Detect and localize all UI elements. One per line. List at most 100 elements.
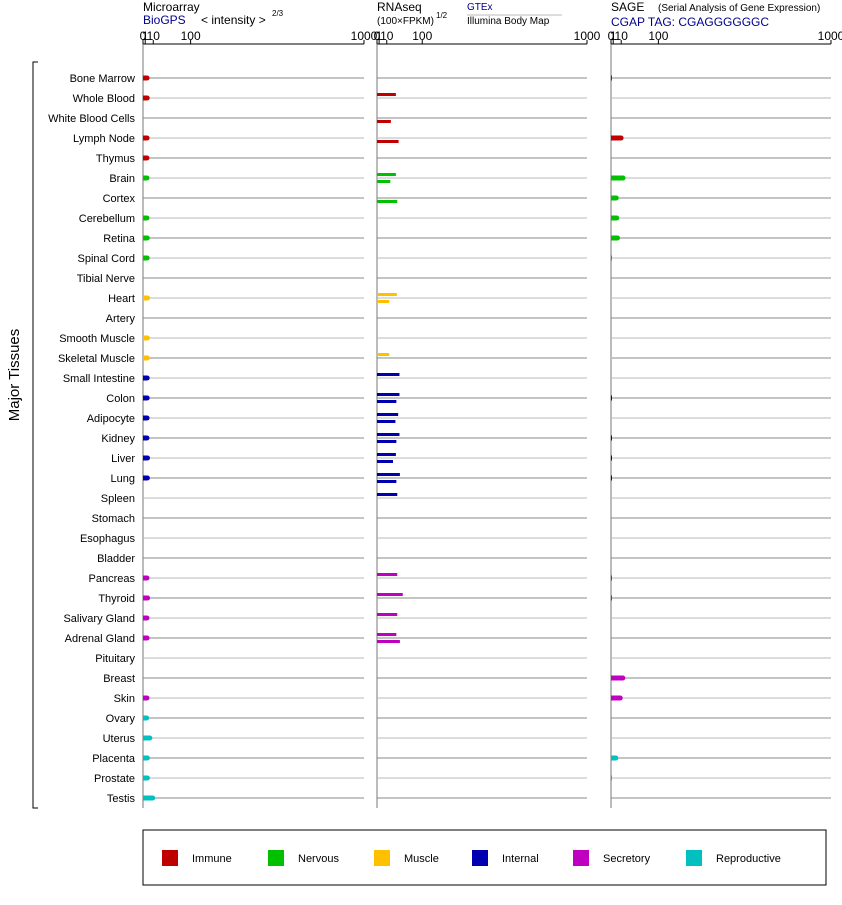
illumina-bar	[377, 460, 393, 463]
microarray-bar-cap	[144, 155, 150, 161]
sage-bar	[611, 215, 617, 221]
microarray-bar-cap	[144, 415, 150, 421]
gtex-bar	[377, 393, 400, 396]
sage-bar	[611, 695, 621, 701]
tissue-label: Cerebellum	[79, 213, 135, 225]
legend-swatch-reproductive	[686, 850, 702, 866]
tissue-label: Spinal Cord	[78, 253, 135, 265]
rnaseq-scale-label: (100×FPKM)	[377, 16, 434, 27]
tick-label: 100	[648, 29, 668, 43]
sage-bar	[611, 595, 612, 601]
sage-bar	[611, 355, 612, 361]
legend-swatch-muscle	[374, 850, 390, 866]
tissue-label: Cortex	[103, 193, 136, 205]
gtex-link: GTEx	[467, 2, 493, 13]
tissue-label: Skeletal Muscle	[58, 353, 135, 365]
tissue-label: Prostate	[94, 773, 135, 785]
microarray-bar-cap	[144, 215, 150, 221]
tissue-label: Salivary Gland	[63, 613, 135, 625]
tissue-label: Adrenal Gland	[65, 633, 135, 645]
sage-bar-cap	[614, 215, 620, 221]
illumina-body-map-label: Illumina Body Map	[467, 16, 550, 27]
tissue-label: Heart	[108, 293, 135, 305]
microarray-bar-cap	[144, 135, 150, 141]
legend-label-nervous: Nervous	[298, 853, 339, 865]
microarray-bar-cap	[144, 715, 150, 721]
tick-label: 1	[142, 29, 149, 43]
gtex-bar	[377, 473, 400, 476]
gtex-bar	[377, 573, 398, 576]
sage-bar	[611, 75, 612, 81]
tick-label: 1000	[351, 29, 378, 43]
rnaseq-scale-exponent: 1/2	[436, 11, 448, 20]
tissue-label: Stomach	[92, 513, 135, 525]
biogps-link: BioGPS	[143, 13, 186, 27]
microarray-bar-cap	[145, 595, 151, 601]
sage-bar	[611, 455, 612, 461]
sage-bar	[611, 675, 623, 681]
microarray-bar-cap	[144, 75, 150, 81]
tissue-label: Thyroid	[98, 593, 135, 605]
sage-bar-cap	[620, 675, 626, 681]
illumina-bar	[377, 480, 397, 483]
sage-title: SAGE	[611, 0, 644, 14]
microarray-bar-cap	[144, 575, 150, 581]
gtex-bar	[377, 593, 403, 596]
microarray-scale-exponent: 2/3	[272, 9, 284, 18]
sage-bar	[611, 175, 624, 181]
illumina-bar	[377, 300, 390, 303]
tissue-label: Pituitary	[95, 653, 135, 665]
microarray-bar-cap	[144, 295, 150, 301]
microarray-bar	[143, 795, 153, 801]
microarray-bar-cap	[144, 755, 150, 761]
gtex-bar	[377, 293, 397, 296]
tissue-label: Tibial Nerve	[77, 273, 135, 285]
tissue-label: Retina	[103, 233, 136, 245]
sage-bar	[611, 135, 622, 141]
gtex-bar	[377, 173, 396, 176]
sage-bar-cap	[615, 235, 621, 241]
legend-swatch-immune	[162, 850, 178, 866]
legend-swatch-nervous	[268, 850, 284, 866]
tick-label: 0	[374, 29, 381, 43]
tick-label: 0	[608, 29, 615, 43]
tissue-label: Pancreas	[89, 573, 136, 585]
group-label-major-tissues: Major Tissues	[6, 329, 23, 422]
microarray-bar-cap	[144, 775, 150, 781]
microarray-bar	[143, 735, 150, 741]
tissue-label: White Blood Cells	[48, 113, 135, 125]
legend-swatch-secretory	[573, 850, 589, 866]
gtex-bar	[377, 433, 400, 436]
sage-bar	[611, 575, 612, 581]
microarray-bar-cap	[144, 475, 150, 481]
illumina-bar	[377, 200, 398, 203]
gtex-bar	[377, 613, 398, 616]
gtex-bar	[377, 413, 399, 416]
microarray-bar-cap	[144, 455, 150, 461]
tick-label: 100	[181, 29, 201, 43]
tissue-label: Bladder	[97, 553, 135, 565]
tissue-label: Whole Blood	[73, 93, 135, 105]
illumina-bar	[377, 120, 391, 123]
sage-bar-cap	[617, 695, 623, 701]
sage-bar	[611, 195, 617, 201]
gtex-bar	[377, 453, 396, 456]
cgap-tag-link: CGAP TAG: CGAGGGGGGC	[611, 15, 769, 29]
tissue-label: Colon	[106, 393, 135, 405]
tick-label: 1	[376, 29, 383, 43]
tissue-label: Liver	[111, 453, 135, 465]
tissue-label: Ovary	[106, 713, 136, 725]
tissue-label: Placenta	[92, 753, 136, 765]
sage-bar	[611, 255, 612, 261]
legend-label-secretory: Secretory	[603, 853, 651, 865]
tissue-label: Adipocyte	[87, 413, 135, 425]
gtex-bar	[377, 493, 398, 496]
microarray-bar-cap	[144, 355, 150, 361]
microarray-scale-label: < intensity >	[201, 13, 266, 27]
microarray-bar-cap	[144, 255, 150, 261]
tick-label: 10	[380, 29, 394, 43]
legend-label-internal: Internal	[502, 853, 539, 865]
tissue-label: Lung	[111, 473, 135, 485]
sage-bar	[611, 295, 612, 301]
